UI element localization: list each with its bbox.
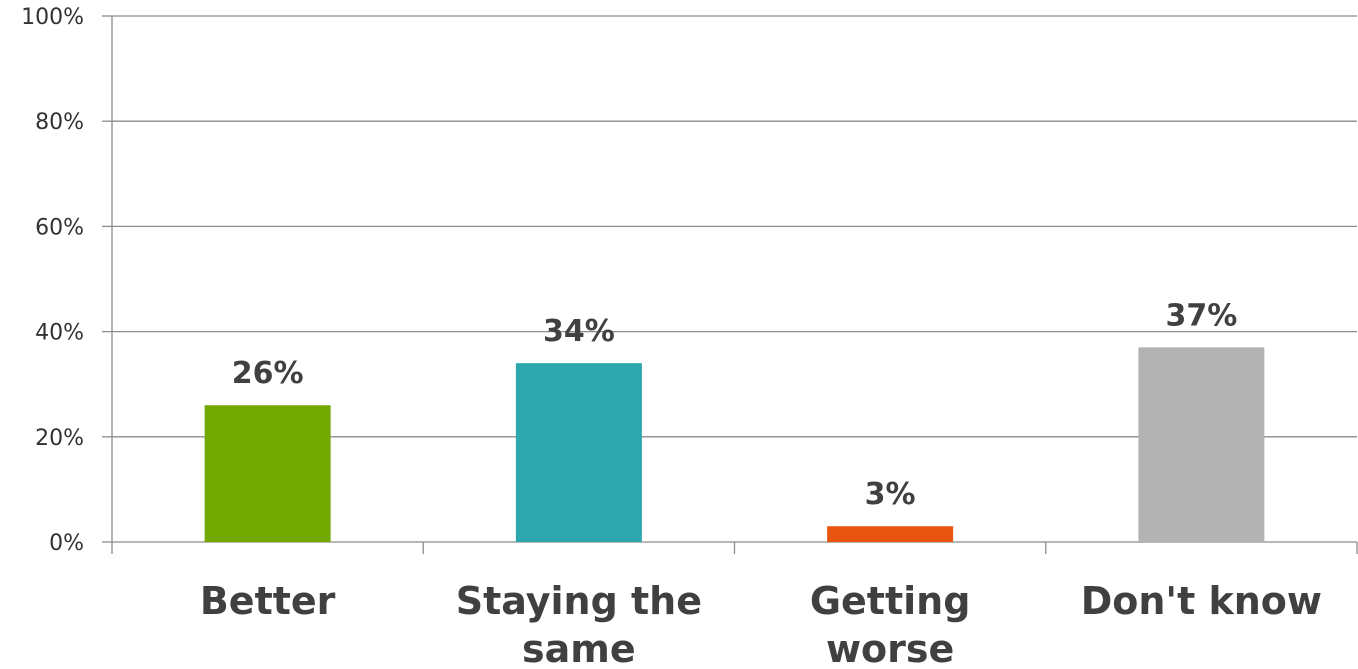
- y-tick-label: 100%: [21, 5, 84, 30]
- y-tick-label: 0%: [49, 531, 84, 556]
- data-label: 3%: [865, 477, 916, 512]
- y-tick-label: 80%: [35, 110, 84, 135]
- y-tick-label: 20%: [35, 426, 84, 451]
- data-label: 37%: [1165, 298, 1237, 333]
- y-tick-label: 60%: [35, 215, 84, 240]
- bar-getting-worse: [827, 526, 954, 542]
- y-tick-label: 40%: [35, 321, 84, 346]
- bars: [204, 347, 1265, 542]
- bar-don-t-know: [1138, 347, 1265, 542]
- x-category-label: Better: [200, 579, 336, 623]
- bar-staying-the-same: [515, 363, 642, 542]
- x-category-label: Don't know: [1081, 579, 1322, 623]
- x-category-label: Staying the same: [456, 579, 702, 669]
- data-label: 26%: [232, 356, 304, 391]
- axes: [102, 15, 1358, 554]
- labels: 0% 20% 40% 60% 80% 100% 26% Better 34% Staying th…: [21, 5, 1322, 669]
- bar-better: [204, 405, 331, 542]
- x-category-label: Getting worse: [810, 579, 971, 669]
- data-label: 34%: [543, 314, 615, 349]
